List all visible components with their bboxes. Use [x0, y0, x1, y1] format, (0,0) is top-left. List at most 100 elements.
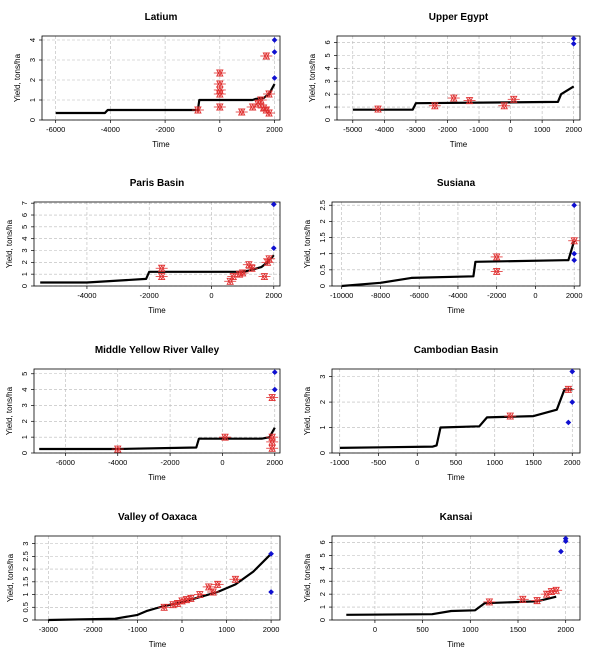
observed-point [213, 90, 226, 98]
x-tick-label: -1000 [128, 625, 147, 634]
observed-triangle-up [216, 103, 224, 111]
observed-point [516, 595, 529, 603]
y-tick-label: 4 [28, 38, 37, 42]
y-tick-label: 0 [318, 618, 327, 622]
observed-triangle-up [492, 253, 501, 261]
y-tick-label: 7 [20, 201, 29, 205]
x-tick-label: 500 [450, 458, 463, 467]
observed-triangle-up [265, 109, 273, 117]
observed-triangle-up [204, 583, 213, 591]
observed-triangle-up [547, 588, 556, 596]
y-axis-label: Yield, tons/ha [5, 219, 14, 268]
x-axis-label: Time [148, 473, 166, 482]
observed-point [213, 69, 226, 77]
y-tick-label: 0 [20, 284, 29, 288]
observed-triangle-up [268, 394, 276, 401]
observed-point [531, 597, 544, 605]
x-tick-label: -2000 [140, 291, 159, 300]
observed-triangle-up [257, 96, 265, 104]
y-tick-label: 5 [20, 372, 29, 376]
observed-point [191, 106, 204, 114]
observed-triangle-up [216, 80, 224, 88]
y-tick-label: 2 [318, 400, 327, 404]
plot-frame [336, 35, 581, 121]
observed-triangle-up [213, 580, 222, 588]
observed-triangle-up [431, 102, 439, 110]
observed-point [266, 394, 279, 401]
x-tick-label: -6000 [410, 291, 429, 300]
observed-triangle-up [182, 596, 191, 604]
observed-point [229, 575, 242, 583]
y-tick-label: 4 [20, 237, 29, 241]
x-axis-label: Time [450, 140, 468, 149]
y-axis-label: Yield, tons/ha [303, 386, 312, 435]
x-tick-label: -6000 [56, 458, 75, 467]
y-tick-label: 1.5 [318, 232, 327, 242]
model-line [352, 85, 575, 111]
x-tick-label: 2000 [566, 291, 583, 300]
x-tick-label: -4000 [77, 291, 96, 300]
observed-triangle-up [260, 273, 269, 280]
observed-point [213, 86, 226, 94]
y-tick-label: 1 [323, 105, 332, 109]
x-tick-label: -3000 [406, 125, 425, 134]
model-line [48, 553, 272, 622]
plot-frame [34, 535, 281, 621]
observed-point [211, 580, 224, 588]
model-line [339, 388, 573, 449]
observed-point [568, 237, 581, 245]
observed-point [266, 433, 279, 441]
observed-point [213, 103, 226, 111]
model-line [39, 427, 276, 451]
x-tick-label: -8000 [371, 291, 390, 300]
panel-6: Valley of Oaxaca -3000 -2000 -1000 0 1000 2000… [6, 512, 281, 649]
plot-frame [331, 535, 581, 621]
x-axis-label: Time [149, 640, 167, 649]
panel-0: Latium -6000 -4000 -2000 0 2000 0 1 2 3 4 Time Yield… [13, 12, 283, 149]
y-tick-label: 1.5 [21, 577, 30, 587]
x-tick-label: -1000 [469, 125, 488, 134]
x-tick-label: 0 [508, 125, 512, 134]
observed-point [213, 80, 226, 88]
y-tick-label: 3 [318, 579, 327, 583]
panel-title: Upper Egypt [429, 12, 489, 23]
plot-frame [41, 35, 281, 121]
y-tick-label: 0 [20, 451, 29, 455]
observed-triangle-up [450, 94, 458, 102]
observed-triangle-up [259, 104, 268, 112]
observed-point [254, 96, 267, 104]
model-line [55, 83, 276, 115]
plot-frame [33, 201, 281, 287]
plot-frame [331, 201, 581, 287]
y-tick-label: 2 [323, 92, 332, 96]
observed-point [550, 586, 563, 594]
observed-point [111, 445, 124, 453]
y-tick-label: 0 [28, 118, 37, 122]
observed-point [260, 52, 273, 60]
observed-point [202, 583, 215, 591]
y-axis-label: Yield, tons/ha [303, 553, 312, 602]
y-tick-label: 2 [20, 419, 29, 423]
x-tick-label: -10000 [330, 291, 353, 300]
modern-point [557, 548, 564, 555]
observed-point [193, 591, 206, 598]
x-tick-label: -2000 [83, 625, 102, 634]
modern-point [570, 35, 577, 42]
observed-triangle-up [248, 103, 257, 111]
panel-1: Upper Egypt -5000 -4000 -3000 -2000 -1000 0 100… [308, 12, 582, 149]
x-tick-label: -1000 [330, 458, 349, 467]
y-tick-label: 0 [318, 451, 327, 455]
observed-triangle-up [231, 575, 240, 583]
observed-point [263, 90, 276, 98]
x-tick-label: 0 [533, 291, 537, 300]
observed-point [235, 108, 248, 116]
y-tick-label: 0.5 [318, 265, 327, 275]
observed-point [224, 277, 237, 285]
modern-point [271, 386, 278, 393]
observed-point [490, 253, 503, 261]
y-axis-label: Yield, tons/ha [13, 53, 22, 102]
x-tick-label: 1000 [462, 625, 479, 634]
observed-triangle-up [262, 52, 271, 60]
y-tick-label: 6 [318, 540, 327, 544]
modern-point [569, 368, 576, 375]
